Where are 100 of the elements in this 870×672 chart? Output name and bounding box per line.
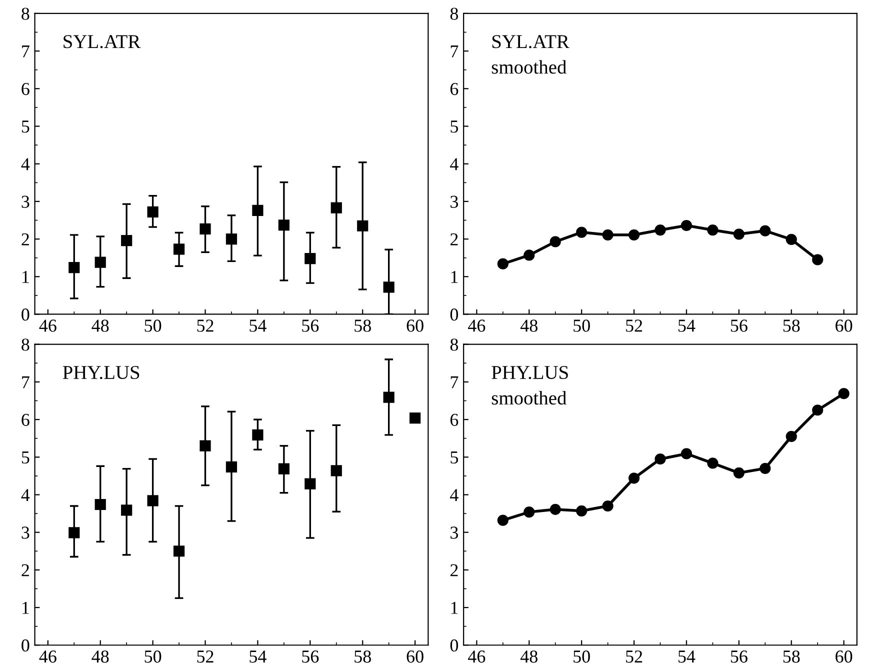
point (680, 220, 692, 232)
text: SYL.ATR (64, 35, 141, 48)
point (226, 461, 238, 472)
point (173, 546, 185, 557)
x-tick-label: 60 (406, 650, 424, 663)
point (760, 462, 771, 474)
x-tick-label: 54 (250, 320, 266, 332)
point (304, 253, 316, 264)
point (68, 527, 80, 538)
point (200, 223, 211, 234)
y-tick-label: 6 (22, 414, 30, 426)
point (524, 506, 535, 518)
y-tick-label: 0 (450, 639, 458, 652)
y-tick-label: 4 (450, 489, 458, 501)
point (94, 498, 106, 510)
point (121, 234, 132, 246)
x-tick-label: 46 (39, 320, 56, 332)
point (252, 204, 264, 216)
text: PHY.LUS (62, 366, 140, 380)
x-tick-label: 54 (678, 650, 696, 663)
x-tick-label: 50 (574, 320, 590, 332)
x-tick-label: 58 (354, 650, 371, 663)
y-tick-label: 1 (451, 270, 458, 283)
x-tick-label: 46 (39, 650, 56, 663)
x-tick-label: 58 (783, 650, 800, 663)
y-tick-label: 0 (22, 308, 30, 321)
point (330, 465, 342, 476)
point (330, 202, 342, 214)
x-tick-label: 50 (144, 320, 162, 332)
y-tick-label: 3 (22, 526, 30, 539)
point (654, 453, 666, 465)
point (497, 258, 508, 270)
y-tick-label: 3 (450, 526, 458, 539)
point (173, 244, 185, 255)
x-tick-label: 60 (836, 650, 852, 663)
y-tick-label: 8 (450, 338, 458, 351)
point (576, 226, 588, 238)
x-tick-label: 60 (406, 320, 424, 332)
y-tick-label: 7 (22, 376, 30, 388)
point (278, 220, 290, 231)
x-tick-label: 60 (836, 320, 852, 332)
text: PHY.LUS (492, 366, 568, 380)
point (497, 514, 508, 526)
text: SYL.ATR (492, 35, 570, 48)
point (680, 448, 692, 460)
y-tick-label: 0 (450, 308, 458, 321)
x-tick-label: 58 (783, 320, 800, 332)
y-tick-label: 2 (22, 564, 29, 576)
y-tick-label: 8 (22, 8, 30, 20)
point (524, 250, 535, 261)
point (812, 404, 824, 416)
y-tick-label: 0 (22, 639, 30, 652)
y-tick-label: 4 (21, 158, 30, 170)
text: smoothed (492, 60, 566, 74)
x-tick-label: 56 (730, 650, 748, 663)
point (226, 233, 238, 245)
x-tick-label: 56 (730, 320, 748, 332)
x-tick-label: 52 (197, 320, 214, 332)
y-tick-label: 3 (22, 196, 30, 208)
y-tick-label: 2 (22, 233, 29, 246)
point (550, 504, 561, 515)
y-tick-label: 3 (450, 196, 458, 208)
y-tick-label: 4 (21, 489, 30, 501)
y-tick-label: 7 (22, 45, 30, 58)
point (760, 225, 771, 236)
x-tick-label: 48 (92, 320, 109, 332)
point (147, 495, 158, 506)
x-tick-label: 52 (197, 650, 214, 663)
x-tick-label: 48 (520, 320, 538, 332)
text: smoothed (492, 390, 566, 405)
point (733, 467, 744, 478)
x-tick-label: 46 (468, 650, 486, 663)
y-tick-label: 5 (22, 452, 30, 464)
y-tick-label: 4 (450, 158, 458, 170)
point (707, 224, 718, 236)
y-tick-label: 2 (450, 233, 458, 246)
point (383, 392, 394, 403)
point (200, 440, 211, 452)
x-tick-label: 46 (468, 320, 486, 332)
point (733, 228, 744, 240)
y-tick-label: 6 (22, 82, 30, 96)
x-tick-label: 52 (626, 320, 642, 332)
point (707, 458, 718, 469)
x-tick-label: 52 (626, 650, 642, 663)
point (94, 256, 106, 268)
point (602, 229, 614, 240)
x-tick-label: 56 (302, 650, 319, 663)
point (838, 388, 850, 400)
y-tick-label: 6 (450, 82, 458, 96)
y-tick-label: 1 (22, 270, 29, 283)
y-tick-label: 6 (450, 414, 458, 426)
point (786, 234, 797, 245)
x-tick-label: 48 (520, 650, 538, 663)
x-tick-label: 58 (354, 320, 371, 332)
point (147, 206, 158, 218)
y-tick-label: 1 (451, 602, 458, 614)
point (550, 236, 561, 248)
point (812, 254, 824, 266)
y-tick-label: 8 (22, 338, 30, 351)
point (628, 229, 640, 240)
